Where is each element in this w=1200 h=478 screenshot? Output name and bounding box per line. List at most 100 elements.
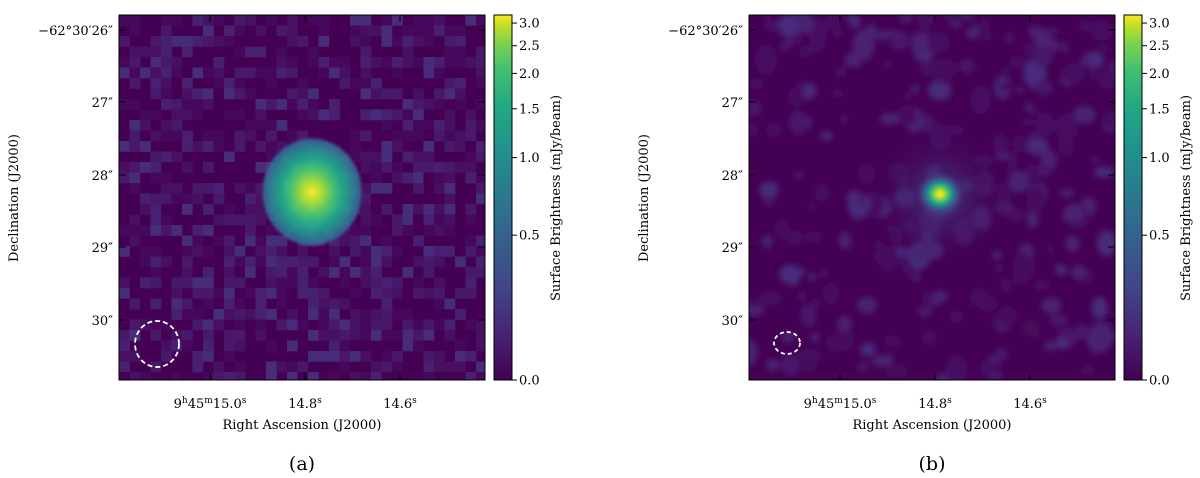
noise-cell <box>234 88 246 100</box>
noise-blob <box>1048 314 1068 327</box>
noise-blob <box>749 99 762 117</box>
noise-cell <box>413 15 424 26</box>
noise-cell <box>287 267 298 278</box>
noise-cell <box>161 193 172 205</box>
noise-cell <box>203 319 214 331</box>
noise-cell <box>182 130 193 142</box>
source-pixel <box>325 188 333 196</box>
noise-cell <box>413 277 424 289</box>
noise-blob <box>1041 297 1062 314</box>
noise-cell <box>423 372 435 380</box>
noise-cell <box>203 340 214 352</box>
noise-cell <box>266 267 277 278</box>
source-pixel <box>291 196 299 204</box>
noise-cell <box>402 267 414 278</box>
noise-cell <box>476 193 485 205</box>
noise-cell <box>234 78 246 89</box>
noise-cell <box>119 141 130 152</box>
noise-cell <box>234 214 246 226</box>
noise-cell <box>171 109 183 121</box>
noise-cell <box>276 361 288 373</box>
source-pixel <box>341 163 349 171</box>
source-pixel <box>325 154 333 162</box>
noise-cell <box>371 319 382 331</box>
noise-blob <box>763 15 772 22</box>
noise-cell <box>234 330 246 341</box>
noise-cell <box>402 225 414 236</box>
noise-cell <box>423 99 435 110</box>
panel-b: 9h45m15.0s 14.8s 14.6s Right Ascension (… <box>637 14 1194 475</box>
noise-blob <box>1061 63 1086 84</box>
noise-cell <box>455 130 466 142</box>
noise-cell <box>371 78 382 89</box>
noise-cell <box>413 319 424 331</box>
noise-cell <box>455 288 466 299</box>
noise-cell <box>318 25 330 37</box>
noise-cell <box>434 172 445 184</box>
noise-cell <box>318 288 330 299</box>
noise-cell <box>213 372 225 380</box>
noise-cell <box>350 151 361 163</box>
image-a <box>119 15 485 380</box>
noise-cell <box>150 225 162 236</box>
noise-cell <box>350 309 361 320</box>
noise-blob <box>932 290 948 304</box>
noise-cell <box>140 225 151 236</box>
noise-cell <box>297 267 309 278</box>
noise-cell <box>171 193 183 205</box>
noise-cell <box>255 120 267 131</box>
noise-cell <box>339 57 351 68</box>
noise-cell <box>119 277 130 289</box>
source-pixel <box>333 213 341 221</box>
noise-cell <box>161 214 172 226</box>
source-pixel <box>308 154 316 162</box>
noise-cell <box>182 193 193 205</box>
noise-cell <box>423 25 435 37</box>
noise-cell <box>171 288 183 299</box>
noise-cell <box>129 46 141 58</box>
noise-cell <box>444 319 456 331</box>
noise-cell <box>413 330 424 341</box>
noise-cell <box>402 151 414 163</box>
noise-cell <box>140 246 151 257</box>
noise-blob <box>758 181 780 197</box>
image-b <box>749 15 1115 380</box>
source-pixel <box>316 196 324 204</box>
noise-cell <box>266 277 277 289</box>
noise-cell <box>381 57 393 68</box>
noise-cell <box>434 225 445 236</box>
noise-cell <box>203 372 214 380</box>
noise-cell <box>192 99 204 110</box>
noise-blob <box>927 31 951 53</box>
noise-cell <box>402 330 414 341</box>
noise-cell <box>161 15 172 26</box>
noise-cell <box>350 267 361 278</box>
noise-cell <box>276 235 288 247</box>
noise-blob <box>1009 216 1021 224</box>
noise-cell <box>276 246 288 257</box>
noise-cell <box>476 57 485 68</box>
noise-cell <box>140 67 151 79</box>
noise-cell <box>119 15 130 26</box>
noise-cell <box>339 235 351 247</box>
noise-cell <box>161 172 172 184</box>
noise-cell <box>182 340 193 352</box>
noise-cell <box>245 183 256 194</box>
noise-cell <box>476 330 485 341</box>
source-pixel <box>308 163 316 171</box>
noise-blob <box>757 67 765 73</box>
noise-cell <box>171 172 183 184</box>
noise-cell <box>245 267 256 278</box>
source-pixel <box>299 146 307 154</box>
noise-cell <box>266 361 277 373</box>
noise-cell <box>150 319 162 331</box>
noise-cell <box>434 88 445 100</box>
noise-cell <box>266 372 277 380</box>
source-pixel <box>341 213 349 221</box>
noise-cell <box>150 204 162 215</box>
y-tick-a-2: 28″ <box>92 169 114 184</box>
noise-cell <box>203 141 214 152</box>
noise-blob <box>761 234 773 249</box>
source-pixel <box>316 187 325 197</box>
beam-b <box>773 331 801 355</box>
